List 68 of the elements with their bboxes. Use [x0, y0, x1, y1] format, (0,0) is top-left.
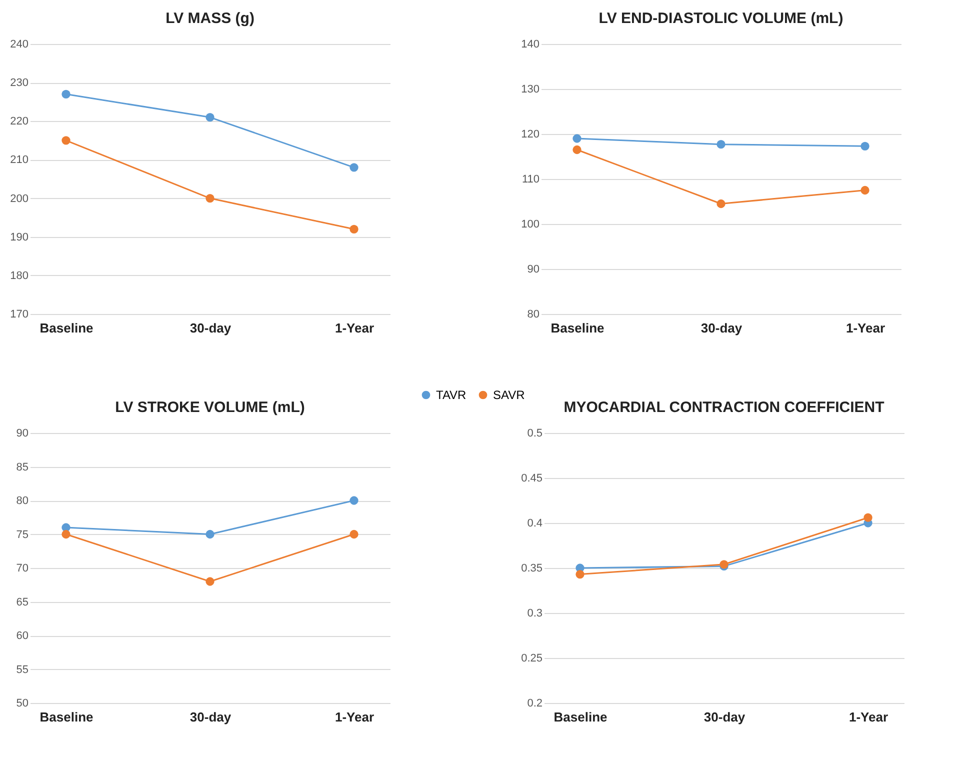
- y-tick-label: 0.35: [521, 562, 542, 574]
- point: [206, 577, 214, 586]
- y-tick-label: 55: [16, 664, 28, 676]
- point: [864, 513, 872, 522]
- y-tick-label: 0.25: [521, 652, 542, 664]
- point: [350, 224, 358, 234]
- x-tick-label: 1-Year: [848, 710, 888, 724]
- point: [62, 530, 70, 539]
- x-tick-label: 1-Year: [846, 320, 886, 336]
- point: [62, 136, 70, 145]
- y-tick-label: 50: [16, 698, 28, 710]
- chart-title: LV MASS (g): [166, 10, 254, 27]
- point: [572, 145, 582, 154]
- x-tick-label: 30-day: [190, 710, 232, 724]
- legend-label: TAVR: [436, 388, 467, 402]
- chart-title: LV STROKE VOLUME (mL): [115, 399, 305, 416]
- x-tick-label: Baseline: [40, 320, 94, 336]
- point: [576, 570, 584, 579]
- y-tick-label: 0.45: [521, 472, 542, 484]
- chart-title: LV END-DIASTOLIC VOLUME (mL): [598, 10, 844, 27]
- y-tick-label: 190: [10, 231, 28, 244]
- point: [350, 163, 358, 172]
- y-tick-label: 75: [16, 528, 28, 541]
- point: [62, 90, 70, 98]
- x-tick-label: 1-Year: [334, 320, 374, 336]
- x-tick-label: Baseline: [40, 710, 94, 724]
- y-tick-label: 100: [521, 218, 540, 230]
- point: [206, 530, 214, 539]
- y-tick-label: 230: [10, 77, 28, 90]
- x-tick-label: 30-day: [190, 320, 232, 336]
- point: [860, 142, 870, 150]
- point: [206, 112, 214, 122]
- y-tick-label: 0.3: [527, 608, 542, 620]
- point: [716, 140, 726, 149]
- point: [860, 186, 870, 195]
- point: [350, 496, 358, 505]
- y-tick-label: 90: [16, 428, 28, 440]
- point: [716, 199, 726, 208]
- y-tick-label: 200: [10, 192, 28, 205]
- y-tick-label: 220: [10, 116, 28, 128]
- chart-title: MYOCARDIAL CONTRACTION COEFFICIENT: [564, 399, 884, 416]
- y-tick-label: 90: [527, 264, 540, 276]
- point: [206, 194, 214, 203]
- y-tick-label: 85: [16, 461, 28, 474]
- y-tick-label: 0.4: [527, 518, 542, 530]
- y-tick-label: 130: [521, 84, 540, 96]
- y-tick-label: 110: [522, 174, 540, 186]
- y-tick-label: 210: [10, 154, 28, 166]
- point: [572, 134, 582, 143]
- point: [350, 530, 358, 539]
- y-tick-label: 60: [16, 630, 28, 642]
- y-tick-label: 80: [527, 308, 540, 320]
- y-tick-label: 120: [521, 128, 540, 140]
- x-tick-label: Baseline: [550, 320, 604, 336]
- x-tick-label: 30-day: [704, 710, 746, 724]
- y-tick-label: 70: [16, 562, 28, 574]
- y-tick-label: 65: [16, 596, 28, 608]
- y-tick-label: 140: [521, 38, 540, 50]
- y-tick-label: 0.2: [527, 698, 542, 710]
- y-tick-label: 170: [10, 308, 28, 320]
- legend-label: SAVR: [493, 388, 526, 402]
- y-tick-label: 0.5: [527, 428, 542, 440]
- x-tick-label: 30-day: [700, 320, 743, 336]
- y-tick-label: 180: [10, 270, 28, 282]
- y-tick-label: 80: [16, 495, 28, 507]
- y-tick-label: 240: [10, 38, 28, 50]
- x-tick-label: Baseline: [554, 710, 608, 724]
- x-tick-label: 1-Year: [334, 710, 374, 724]
